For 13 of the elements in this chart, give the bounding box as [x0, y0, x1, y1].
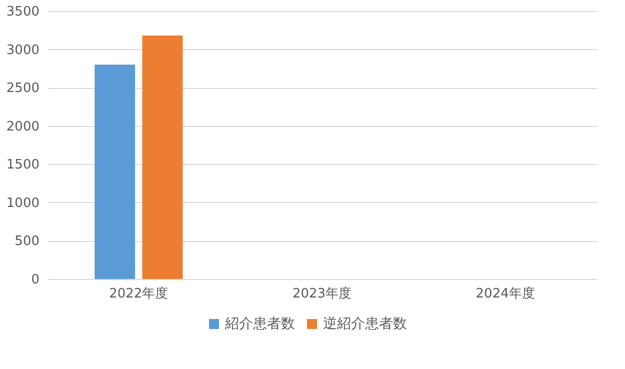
x-tick-label: 2024年度: [476, 286, 535, 302]
y-tick-label: 1500: [6, 158, 40, 173]
y-tick-label: 2500: [6, 81, 40, 96]
x-tick-label: 2023年度: [292, 286, 352, 302]
y-tick-label: 500: [14, 234, 40, 250]
y-tick-label: 3000: [6, 42, 40, 58]
x-tick-label: 2022年度: [109, 286, 168, 302]
y-tick-label: 3500: [6, 4, 40, 20]
y-tick-label: 1000: [6, 196, 40, 211]
legend-label: 紹介患者数: [224, 316, 295, 332]
y-tick-label: 0: [31, 272, 40, 288]
legend-label: 逆紹介患者数: [323, 316, 407, 332]
y-tick-label: 2000: [6, 119, 40, 134]
